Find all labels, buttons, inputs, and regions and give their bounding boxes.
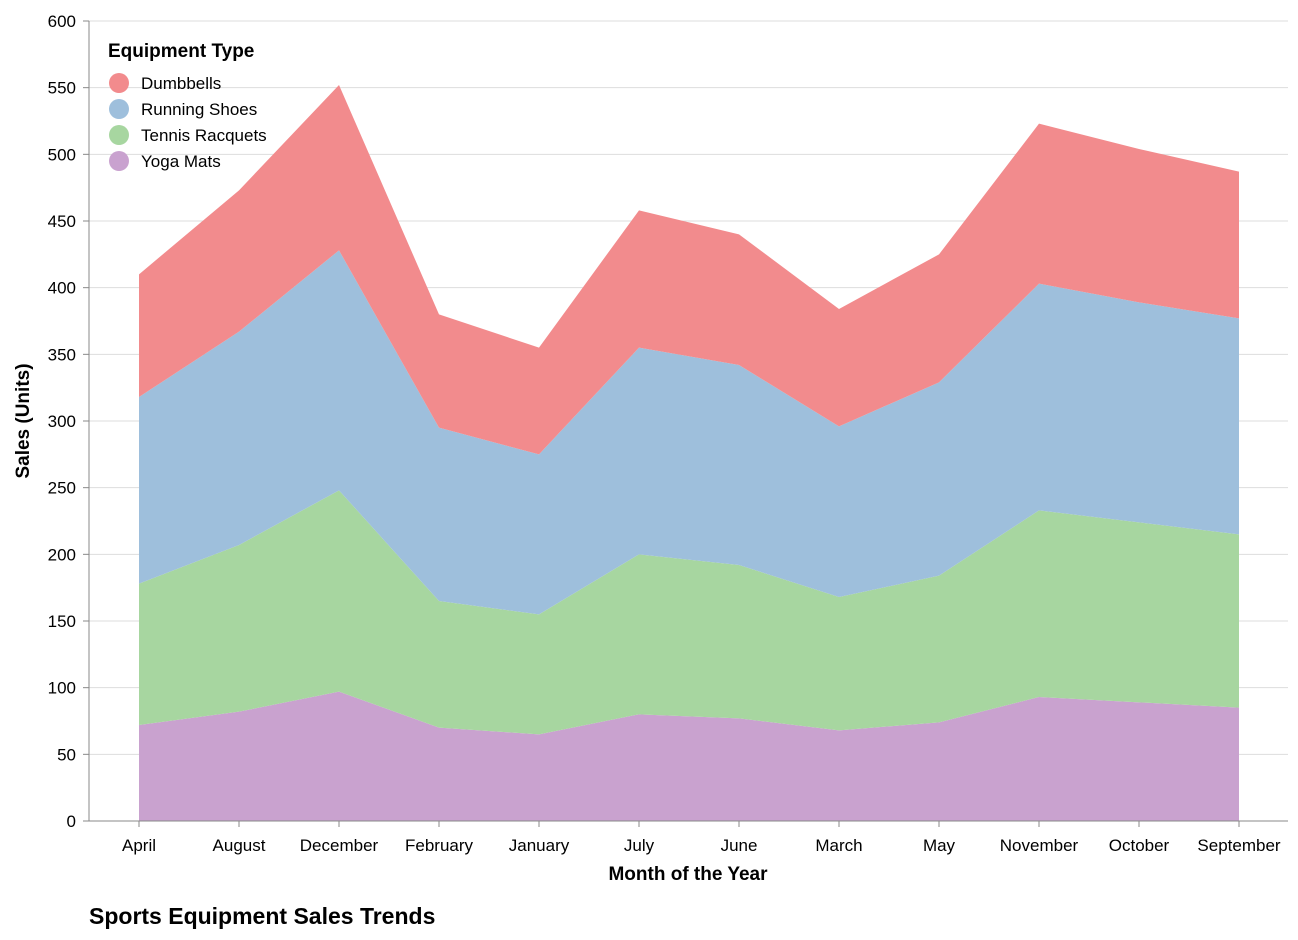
x-tick-label: July bbox=[624, 836, 655, 855]
y-tick-label: 600 bbox=[48, 12, 76, 31]
x-tick-label: October bbox=[1109, 836, 1170, 855]
area-running-shoes bbox=[139, 250, 1239, 615]
chart-title: Sports Equipment Sales Trends bbox=[89, 903, 435, 929]
y-tick-label: 300 bbox=[48, 412, 76, 431]
y-tick-label: 400 bbox=[48, 279, 76, 298]
y-axis-title: Sales (Units) bbox=[13, 363, 34, 478]
y-tick-label: 350 bbox=[48, 345, 76, 364]
legend-title: Equipment Type bbox=[108, 41, 254, 62]
legend-label: Yoga Mats bbox=[141, 152, 221, 171]
axes: 0 50 100 150 200 250 300 350 400 450 500 550 600 Apri… bbox=[48, 12, 1288, 855]
y-tick-label: 550 bbox=[48, 79, 76, 98]
area-layers bbox=[139, 85, 1239, 821]
x-tick-label: February bbox=[405, 836, 474, 855]
area-yoga-mats bbox=[139, 691, 1239, 821]
x-tick-label: January bbox=[509, 836, 570, 855]
legend-label: Dumbbells bbox=[141, 74, 221, 93]
x-tick-label: August bbox=[213, 836, 266, 855]
x-tick-label: April bbox=[122, 836, 156, 855]
x-tick-label: May bbox=[923, 836, 956, 855]
x-tick-label: September bbox=[1197, 836, 1280, 855]
y-tick-label: 150 bbox=[48, 612, 76, 631]
x-tick-label: December bbox=[300, 836, 379, 855]
y-tick-label: 50 bbox=[57, 745, 76, 764]
legend-swatch bbox=[109, 99, 129, 119]
legend: Equipment Type Dumbbells Running Shoes Ten… bbox=[108, 41, 267, 171]
legend-swatch bbox=[109, 151, 129, 171]
x-axis-title: Month of the Year bbox=[608, 864, 768, 885]
y-tick-label: 450 bbox=[48, 212, 76, 231]
y-tick-label: 500 bbox=[48, 145, 76, 164]
y-tick-label: 200 bbox=[48, 545, 76, 564]
x-tick-label: June bbox=[721, 836, 758, 855]
legend-swatch bbox=[109, 73, 129, 93]
area-tennis-racquets bbox=[139, 490, 1239, 735]
legend-label: Running Shoes bbox=[141, 100, 257, 119]
y-tick-label: 100 bbox=[48, 679, 76, 698]
legend-label: Tennis Racquets bbox=[141, 126, 267, 145]
y-tick-label: 0 bbox=[67, 812, 76, 831]
y-tick-label: 250 bbox=[48, 479, 76, 498]
x-tick-label: November bbox=[1000, 836, 1079, 855]
x-tick-label: March bbox=[815, 836, 862, 855]
legend-swatch bbox=[109, 125, 129, 145]
area-dumbbells bbox=[139, 85, 1239, 455]
